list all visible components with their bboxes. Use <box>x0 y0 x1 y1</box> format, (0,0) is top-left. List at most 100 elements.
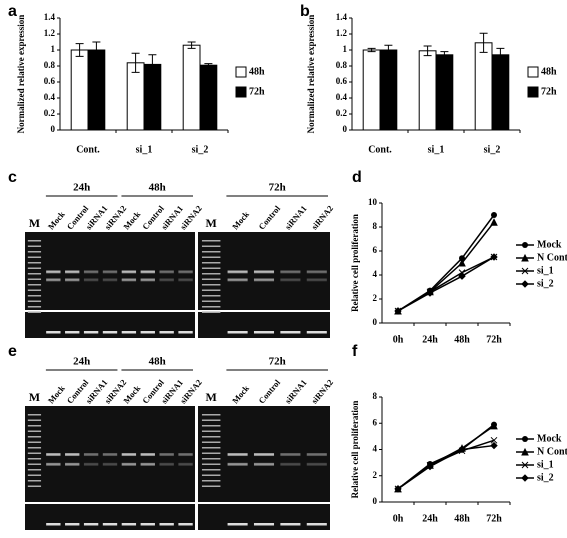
ladder-band <box>201 447 221 449</box>
dna-band <box>140 270 155 274</box>
marker <box>458 258 466 267</box>
y-tick-label: 1.2 <box>336 28 348 38</box>
dna-band <box>65 278 80 282</box>
marker <box>394 485 402 493</box>
ladder-band <box>201 267 221 269</box>
y-tick-label: 1 <box>343 44 348 54</box>
ladder-band <box>201 240 221 242</box>
dna-band <box>306 331 327 334</box>
dna-band <box>178 523 193 526</box>
error-bar <box>75 43 84 57</box>
legend-label: si_1 <box>537 265 554 276</box>
legend-swatch <box>527 66 539 78</box>
ladder-band <box>201 419 221 421</box>
error-bar <box>92 41 101 59</box>
y-tick-label: 10 <box>368 197 378 207</box>
ladder-band <box>27 419 42 421</box>
lane-label: siRNA1 <box>283 203 309 231</box>
dna-band <box>121 331 137 334</box>
y-tick-label: 1.4 <box>336 12 348 22</box>
dna-band <box>178 462 193 466</box>
ladder-band <box>201 251 221 253</box>
ladder-band <box>27 256 42 258</box>
legend-label: 72h <box>541 86 557 97</box>
ladder-band <box>201 284 221 286</box>
bar <box>87 49 106 131</box>
lane-label: siRNA1 <box>283 377 309 405</box>
dna-band <box>102 270 118 274</box>
time-label: 24h <box>73 182 90 194</box>
dna-band <box>46 453 61 457</box>
x-tick-label: si_2 <box>192 144 209 155</box>
legend-marker <box>521 461 529 469</box>
dna-band <box>140 453 155 457</box>
x-tick-label: 48h <box>454 513 470 524</box>
marker <box>459 255 465 262</box>
legend-swatch <box>235 86 247 98</box>
panel-label: a <box>8 3 17 20</box>
dna-band <box>227 453 248 457</box>
y-tick-label: 0 <box>373 496 378 506</box>
legend-marker <box>522 242 528 248</box>
dna-band <box>227 462 248 466</box>
lane-label: Mock <box>46 209 67 232</box>
ladder-band <box>201 295 221 297</box>
bar <box>491 54 510 131</box>
ladder-band <box>27 284 42 286</box>
dna-band <box>83 331 99 334</box>
legend-label: 72h <box>249 86 265 97</box>
ladder-band <box>201 485 221 487</box>
panel-label: c <box>8 169 17 186</box>
dna-band <box>83 278 99 282</box>
y-tick-label: 8 <box>373 221 378 231</box>
gel-strip <box>198 312 330 338</box>
ladder-band <box>27 414 42 416</box>
dna-band <box>227 270 248 274</box>
dna-band <box>253 278 275 282</box>
ladder-band <box>201 262 221 264</box>
dna-band <box>280 270 301 274</box>
x-tick-label: 48h <box>454 334 470 345</box>
lane-label: Mock <box>46 383 67 406</box>
ladder-band <box>27 273 42 275</box>
ladder-band <box>27 262 42 264</box>
ladder-band <box>201 452 221 454</box>
ladder-band <box>201 300 221 302</box>
legend-label: Mock <box>537 433 562 444</box>
ladder-band <box>201 289 221 291</box>
legend-swatch <box>235 66 247 78</box>
y-tick-label: 0.2 <box>44 108 56 118</box>
legend-marker <box>521 280 529 288</box>
x-tick-label: 0h <box>393 513 404 524</box>
y-tick-label: 4 <box>373 444 378 454</box>
marker <box>426 462 434 471</box>
y-tick-label: 0 <box>51 124 56 134</box>
ladder-band <box>27 469 42 471</box>
y-axis-label: Normalized relative expression <box>306 15 316 134</box>
dna-band <box>140 331 155 334</box>
y-tick-label: 0 <box>373 317 378 327</box>
y-axis-label: Normalized relative expression <box>16 15 26 134</box>
ladder-band <box>27 436 42 438</box>
dna-band <box>46 462 61 466</box>
dna-band <box>65 453 80 457</box>
bar <box>418 50 437 131</box>
legend-marker <box>521 447 529 456</box>
dna-band <box>159 278 174 282</box>
dna-band <box>159 462 174 466</box>
y-tick-label: 6 <box>373 417 378 427</box>
dna-band <box>46 278 61 282</box>
panel-label: f <box>352 343 358 360</box>
marker <box>491 212 497 218</box>
x-tick-label: Cont. <box>76 144 100 155</box>
ladder-band <box>27 311 42 313</box>
ladder-band <box>201 436 221 438</box>
ladder-band <box>27 295 42 297</box>
marker-label: M <box>29 390 40 404</box>
dna-band <box>102 331 118 334</box>
legend-swatch <box>527 86 539 98</box>
marker <box>490 218 498 226</box>
ladder-band <box>201 480 221 482</box>
ladder-band <box>27 458 42 460</box>
